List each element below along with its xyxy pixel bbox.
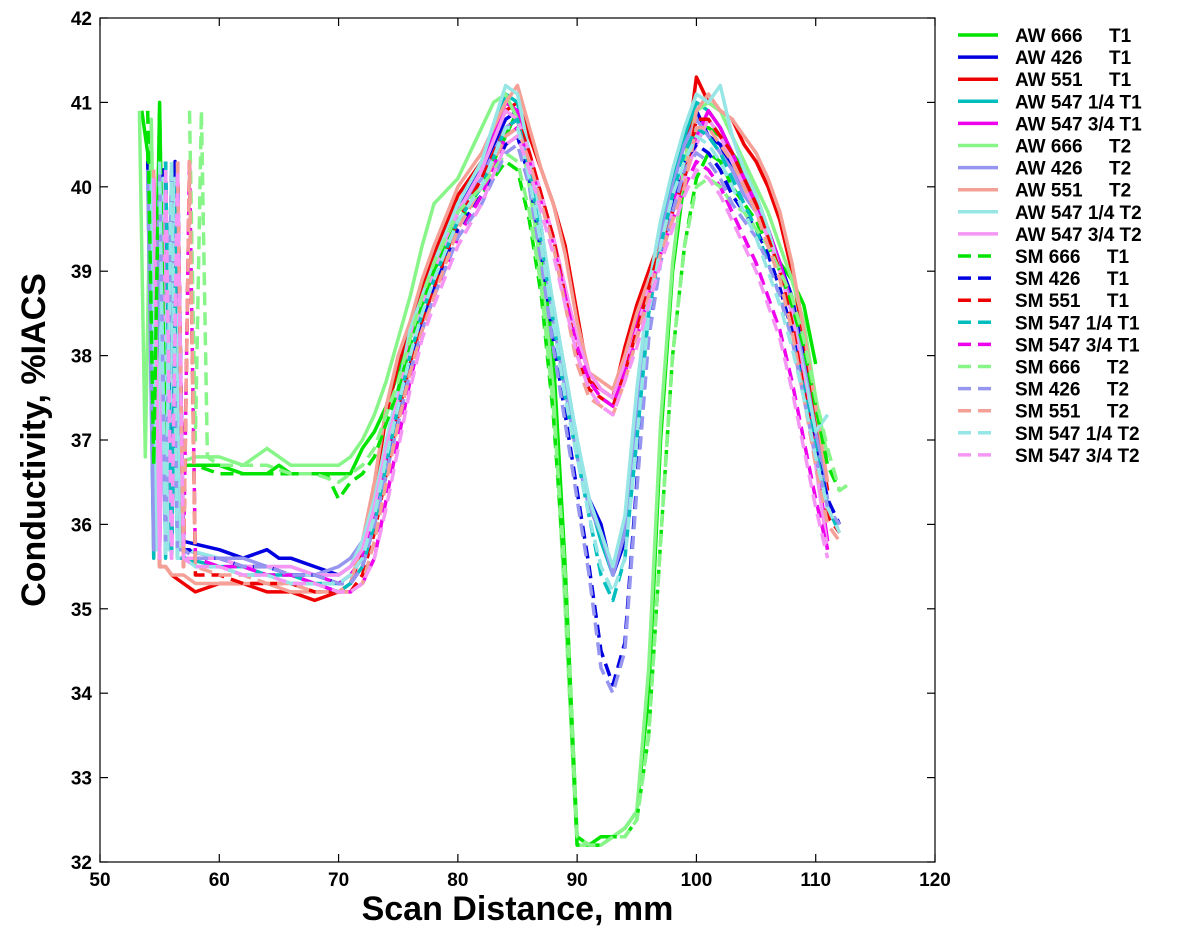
y-tick-label: 37: [71, 431, 92, 452]
legend-label-7: AW 426 T2: [1015, 159, 1131, 180]
legend-label-17: SM 426 T2: [1015, 380, 1129, 401]
legend-label-20: SM 547 3/4 T2: [1015, 446, 1140, 467]
x-tick-label: 70: [328, 870, 349, 891]
legend-label-6: AW 666 T2: [1015, 137, 1131, 158]
y-tick-label: 32: [71, 853, 92, 874]
legend-label-9: AW 547 1/4 T2: [1015, 203, 1142, 224]
legend-label-5: AW 547 3/4 T1: [1015, 114, 1142, 135]
y-tick-label: 42: [71, 9, 92, 30]
legend-label-10: AW 547 3/4 T2: [1015, 225, 1142, 246]
x-axis-ticks: 50 60 70 80 90 100 110 120: [89, 18, 951, 891]
series-line-20: [163, 134, 830, 594]
legend-label-1: AW 666 T1: [1015, 26, 1132, 47]
y-tick-label: 35: [71, 600, 93, 621]
y-tick-label: 33: [71, 769, 92, 790]
legend-label-16: SM 666 T2: [1015, 358, 1129, 379]
legend-label-11: SM 666 T1: [1015, 247, 1129, 268]
legend-label-14: SM 547 1/4 T1: [1015, 313, 1140, 334]
y-tick-label: 39: [71, 262, 92, 283]
x-tick-label: 100: [681, 870, 713, 891]
series-line-13: [175, 117, 842, 594]
y-tick-label: 36: [71, 515, 92, 536]
legend-label-13: SM 551 T1: [1015, 291, 1129, 312]
plot-lines: [137, 75, 853, 847]
y-axis-ticks: 32 33 34 35 36 37 38 39 40 41 42: [71, 9, 935, 874]
legend-label-4: AW 547 1/4 T1: [1015, 92, 1142, 113]
x-axis-title: Scan Distance, mm: [362, 890, 674, 928]
x-tick-label: 50: [89, 870, 110, 891]
y-tick-label: 40: [71, 178, 92, 199]
legend-label-15: SM 547 3/4 T1: [1015, 335, 1140, 356]
x-tick-label: 80: [447, 870, 468, 891]
x-tick-label: 90: [567, 870, 588, 891]
x-tick-label: 120: [919, 870, 951, 891]
legend-label-3: AW 551 T1: [1015, 70, 1132, 91]
y-tick-label: 41: [71, 93, 93, 114]
series-line-17: [157, 142, 842, 695]
y-tick-label: 34: [71, 684, 93, 705]
series-line-18: [175, 125, 842, 594]
y-axis-title: Conductivity, %IACS: [15, 273, 53, 607]
x-tick-label: 110: [800, 870, 831, 891]
series-line-16: [187, 109, 853, 847]
legend-label-19: SM 547 1/4 T2: [1015, 424, 1140, 445]
y-tick-label: 38: [71, 347, 92, 368]
legend-label-8: AW 551 T2: [1015, 181, 1131, 202]
legend-label-18: SM 551 T2: [1015, 402, 1129, 423]
x-tick-label: 60: [209, 870, 230, 891]
legend-label-2: AW 426 T1: [1015, 48, 1132, 69]
legend-label-12: SM 426 T1: [1015, 269, 1129, 290]
